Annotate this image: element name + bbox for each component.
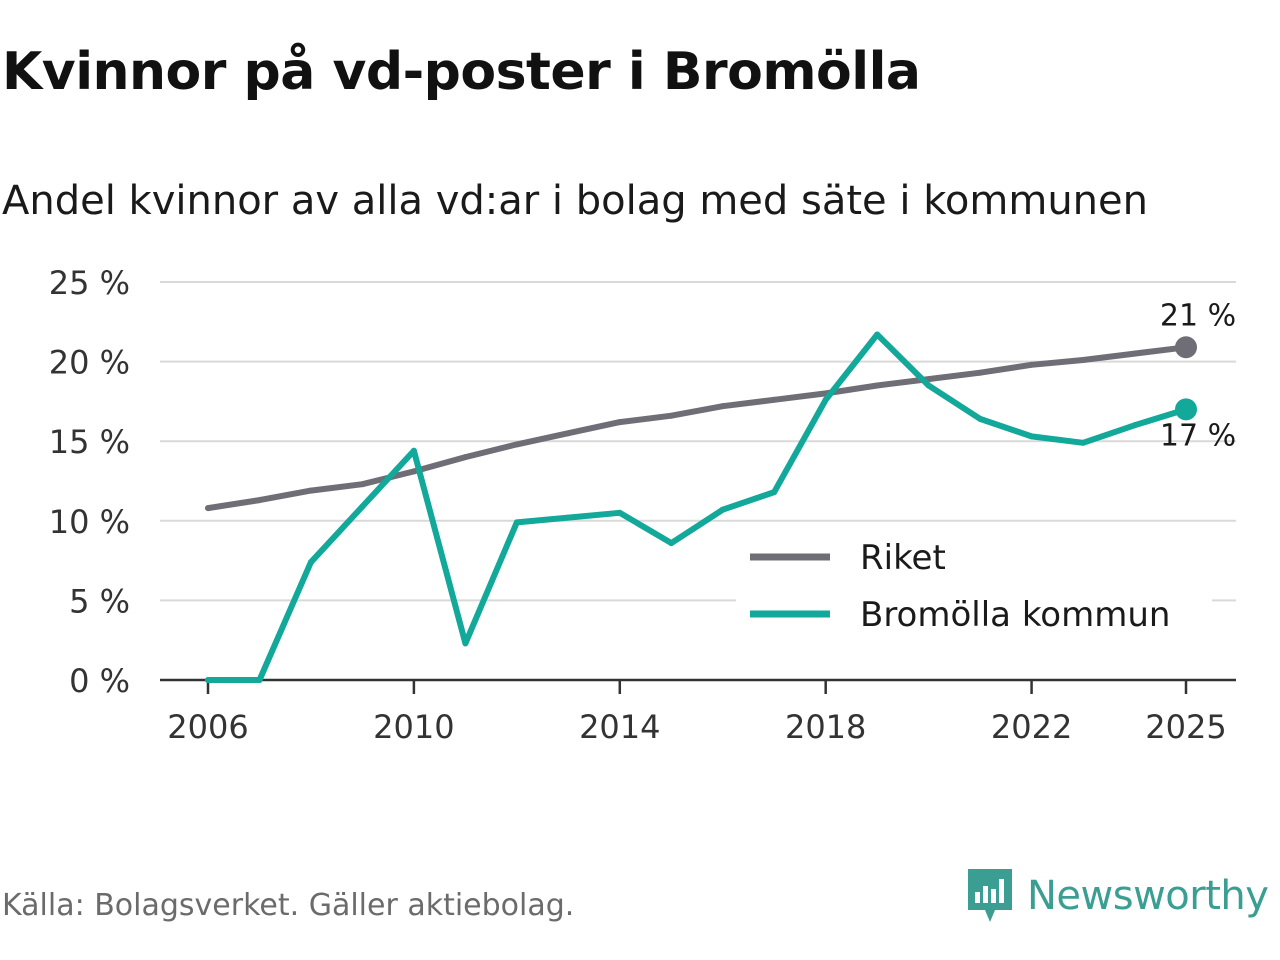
data-point-kommun (668, 540, 675, 547)
axes: 0 % 5 % 10 % 15 % 20 % 25 % 2006 2010 2014 2018 20… (49, 264, 1236, 746)
newsworthy-brand[interactable]: Newsworthy (965, 866, 1269, 926)
data-point-kommun (1028, 433, 1035, 440)
data-point-kommun (462, 640, 469, 647)
x-tick-label: 2010 (373, 708, 454, 746)
source-note: Källa: Bolagsverket. Gäller aktiebolag. (2, 888, 575, 923)
y-tick-label: 0 % (69, 662, 130, 700)
data-point-riket (359, 481, 366, 488)
data-point-riket (205, 505, 211, 512)
y-tick-label: 25 % (49, 264, 130, 302)
brand-name: Newsworthy (1027, 873, 1269, 919)
data-point-kommun (771, 489, 778, 496)
data-point-riket (513, 441, 520, 448)
data-point-kommun (977, 415, 984, 422)
data-point-kommun (205, 677, 211, 683)
data-point-kommun (616, 509, 623, 516)
data-point-kommun (822, 396, 829, 403)
data-point-riket (616, 419, 623, 426)
x-tick-label: 2014 (579, 708, 660, 746)
bar-chart-logo-icon (968, 869, 1012, 922)
data-point-kommun (359, 503, 366, 510)
data-point-riket (719, 403, 726, 410)
data-point-riket (462, 454, 469, 461)
legend: Riket Bromölla kommun (736, 531, 1212, 640)
chart-subtitle: Andel kvinnor av alla vd:ar i bolag med … (2, 178, 1148, 224)
data-point-kommun (1131, 422, 1138, 429)
x-tick-label: 2025 (1145, 708, 1226, 746)
legend-label-riket: Riket (860, 538, 946, 578)
data-point-kommun (513, 519, 520, 526)
data-point-kommun (1080, 439, 1087, 446)
data-point-riket (1131, 350, 1138, 357)
end-label-riket: 21 % (1160, 298, 1236, 333)
series-line-kommun (205, 331, 1189, 683)
y-tick-label: 5 % (69, 582, 130, 620)
data-point-riket (874, 382, 881, 389)
y-tick-label: 20 % (49, 344, 130, 382)
end-labels: 21 % 17 % (1160, 298, 1236, 453)
chart-title: Kvinnor på vd-poster i Bromölla (2, 42, 921, 102)
series-line-riket (205, 344, 1189, 512)
x-tick-label: 2022 (991, 708, 1072, 746)
y-tick-label: 10 % (49, 503, 130, 541)
x-tick-label: 2006 (167, 708, 248, 746)
data-point-riket (668, 412, 675, 419)
data-point-kommun (925, 382, 932, 389)
data-point-riket (307, 487, 314, 494)
end-marker-kommun (1175, 398, 1197, 421)
data-point-kommun (256, 677, 263, 683)
data-point-kommun (410, 447, 417, 454)
data-point-riket (1028, 361, 1035, 368)
legend-label-kommun: Bromölla kommun (860, 595, 1170, 635)
data-point-riket (565, 430, 572, 437)
series-lines (205, 331, 1197, 683)
data-point-kommun (307, 559, 314, 566)
data-point-riket (256, 497, 263, 504)
y-tick-label: 15 % (49, 423, 130, 461)
data-point-riket (410, 468, 417, 475)
end-label-kommun: 17 % (1160, 418, 1236, 453)
data-point-riket (771, 396, 778, 403)
data-point-kommun (874, 331, 881, 338)
data-point-kommun (719, 506, 726, 513)
x-tick-label: 2018 (785, 708, 866, 746)
data-point-kommun (565, 514, 572, 521)
data-point-riket (1080, 357, 1087, 364)
data-point-riket (977, 369, 984, 376)
line-chart: 0 % 5 % 10 % 15 % 20 % 25 % 2006 2010 2014 2018 20… (49, 264, 1236, 746)
end-marker-riket (1175, 336, 1197, 359)
